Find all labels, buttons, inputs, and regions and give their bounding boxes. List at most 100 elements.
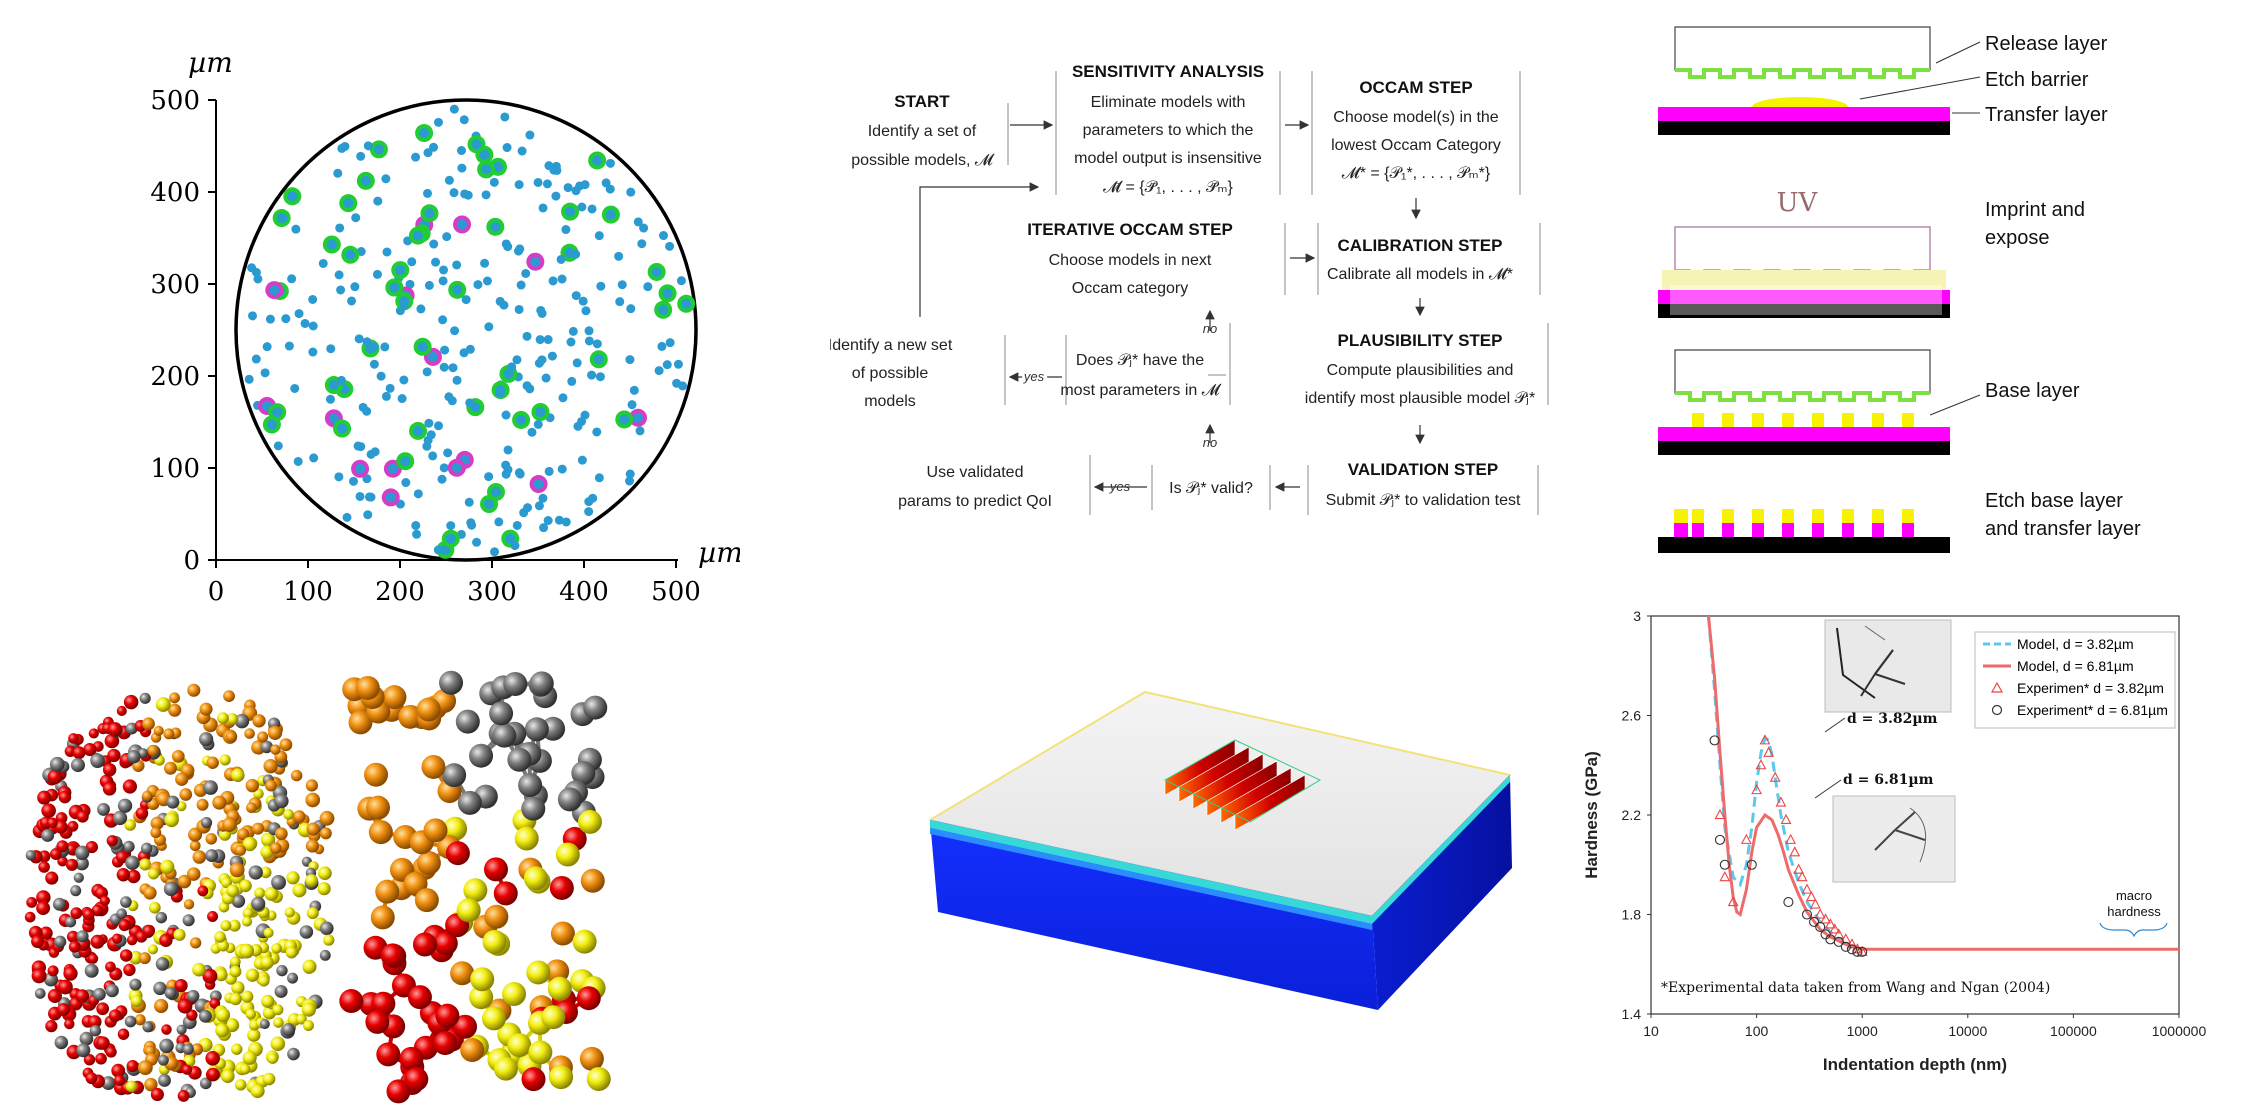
label-imprint-2: expose — [1985, 227, 2050, 249]
atom — [47, 818, 58, 829]
wafer-dot — [567, 377, 576, 386]
atom — [306, 779, 318, 791]
validation-title: VALIDATION STEP — [1348, 460, 1499, 479]
atom — [164, 813, 179, 828]
legend-item-2: Model, d = 6.81µm — [2017, 658, 2134, 674]
wafer-dot — [287, 191, 297, 201]
atom — [271, 1036, 286, 1051]
label-etch-1: Etch base layer — [1985, 490, 2123, 512]
atom — [408, 985, 432, 1009]
wafer-dot — [484, 499, 494, 509]
atom — [399, 1047, 423, 1071]
atom — [159, 1039, 174, 1054]
atom — [261, 995, 274, 1008]
calibration-line-1: Calibrate all models in 𝓜* — [1327, 266, 1513, 283]
atom — [149, 902, 161, 914]
atom — [205, 1051, 220, 1066]
wafer-dot — [449, 363, 458, 372]
etch-pillar-top — [1902, 509, 1914, 523]
atom — [246, 779, 259, 792]
wafer-dot — [515, 180, 524, 189]
atom — [307, 823, 320, 836]
atom — [123, 841, 135, 853]
atom — [283, 809, 294, 820]
wafer-dot — [549, 166, 558, 175]
atom — [45, 872, 58, 885]
wafer-dot — [652, 267, 662, 277]
atom — [578, 810, 602, 834]
wafer-dot — [666, 338, 675, 347]
wafer-dot — [636, 426, 645, 435]
etched-pillars — [1674, 509, 1914, 537]
atom — [83, 908, 95, 920]
atom — [57, 1003, 70, 1016]
wafer-dot — [494, 517, 503, 526]
x-axis-label: Indentation depth (nm) — [1823, 1055, 2007, 1074]
wafer-dot — [285, 342, 294, 351]
step-4: Etch base layer and transfer layer — [1658, 490, 2141, 553]
wafer-dot — [440, 463, 449, 472]
wafer-dot — [335, 270, 344, 279]
etch-pillar-base — [1872, 523, 1884, 537]
atom — [264, 928, 274, 938]
nanoimprint-svg: Release layer Etch barrier Transfer laye… — [1640, 15, 2240, 555]
atom — [518, 773, 542, 797]
wafer-dot — [337, 376, 346, 385]
atom — [216, 1008, 230, 1022]
wafer-dot — [558, 465, 567, 474]
atom — [90, 1025, 101, 1036]
atom — [435, 1004, 459, 1028]
atom — [200, 703, 213, 716]
atom — [458, 791, 482, 815]
atom — [365, 1010, 389, 1034]
x-tick-label: 100 — [1745, 1023, 1769, 1039]
iterative-title: ITERATIVE OCCAM STEP — [1027, 220, 1233, 239]
atom — [107, 749, 120, 762]
step-1: Release layer Etch barrier Transfer laye… — [1658, 27, 2108, 135]
atom — [525, 717, 549, 741]
atom — [226, 731, 237, 742]
atom — [251, 1084, 265, 1098]
wafer-dot — [539, 203, 548, 212]
y-tick-label: 3 — [1633, 608, 1641, 624]
atom — [220, 754, 231, 765]
uv-label: UV — [1777, 188, 1819, 218]
does-node: Does 𝒫ⱼ* have the most parameters in 𝓜 — [1060, 335, 1221, 405]
atom — [182, 1064, 192, 1074]
atom — [179, 788, 192, 801]
y-tick-label: 0 — [183, 546, 200, 576]
atom — [243, 1051, 257, 1065]
wafer-dot — [333, 169, 342, 178]
atom — [114, 1075, 125, 1086]
wafer-dot — [373, 197, 382, 206]
atom — [376, 1042, 400, 1066]
atom — [148, 868, 159, 879]
atom — [305, 874, 318, 887]
atom — [160, 860, 174, 874]
wafer-dot — [414, 489, 423, 498]
atom — [446, 841, 470, 865]
x-tick-label: 300 — [467, 577, 517, 607]
wafer-dot — [579, 297, 588, 306]
wafer-dot — [287, 274, 296, 283]
atom — [127, 935, 137, 945]
wafer-dot — [407, 257, 416, 266]
legend-item-1: Model, d = 3.82µm — [2017, 636, 2134, 652]
no-label-2: no — [1203, 435, 1217, 450]
x-tick-label: 1000 — [1847, 1023, 1878, 1039]
etch-pillar-base — [1752, 523, 1764, 537]
atom — [97, 803, 110, 816]
start-title: START — [894, 92, 950, 111]
wafer-dot — [637, 239, 646, 248]
wafer-dot — [595, 231, 604, 240]
wafer-dot — [428, 352, 438, 362]
wafer-dot — [438, 475, 447, 484]
atom — [187, 990, 199, 1002]
atom — [494, 1057, 518, 1081]
new-set-node: Identify a new set of possible models — [830, 335, 1005, 410]
atom — [125, 1016, 137, 1028]
atom — [524, 866, 548, 890]
base-bump — [1902, 413, 1914, 427]
wafer-dot — [460, 348, 469, 357]
